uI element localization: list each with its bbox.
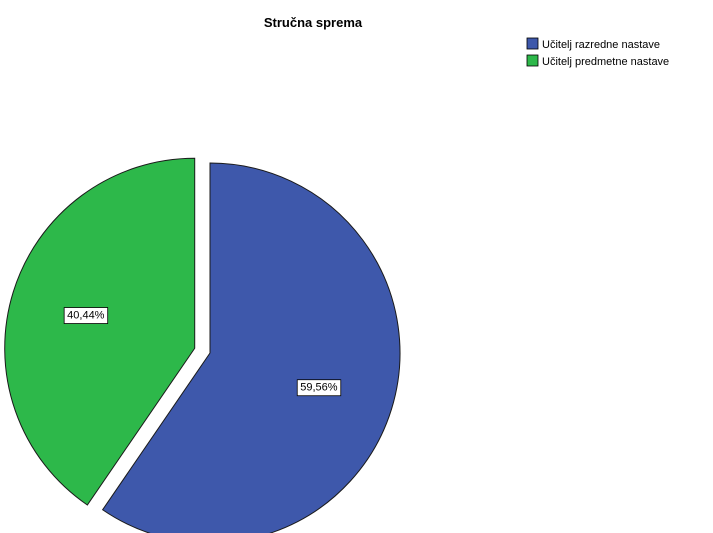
data-label-text-0: 59,56% [300,382,338,394]
data-label-1: 40,44% [63,307,109,324]
legend-swatch-1 [526,54,539,67]
pie-slice-0 [101,162,401,533]
data-label-box-1 [63,307,109,324]
pie-data-labels: 59,56% 40,44% [63,307,342,397]
legend-label-1: Učitelj predmetne nastave [542,56,669,68]
legend-label-0: Učitelj razredne nastave [542,39,660,51]
data-label-text-1: 40,44% [67,310,105,322]
legend-swatch-0 [526,37,539,50]
legend: Učitelj razredne nastave Učitelj predmet… [526,37,669,68]
data-label-box-0 [296,379,342,397]
chart-title: Stručna sprema [264,15,363,30]
data-label-0: 59,56% [296,379,342,397]
pie-slices [4,157,401,533]
pie-slice-1 [4,157,196,506]
